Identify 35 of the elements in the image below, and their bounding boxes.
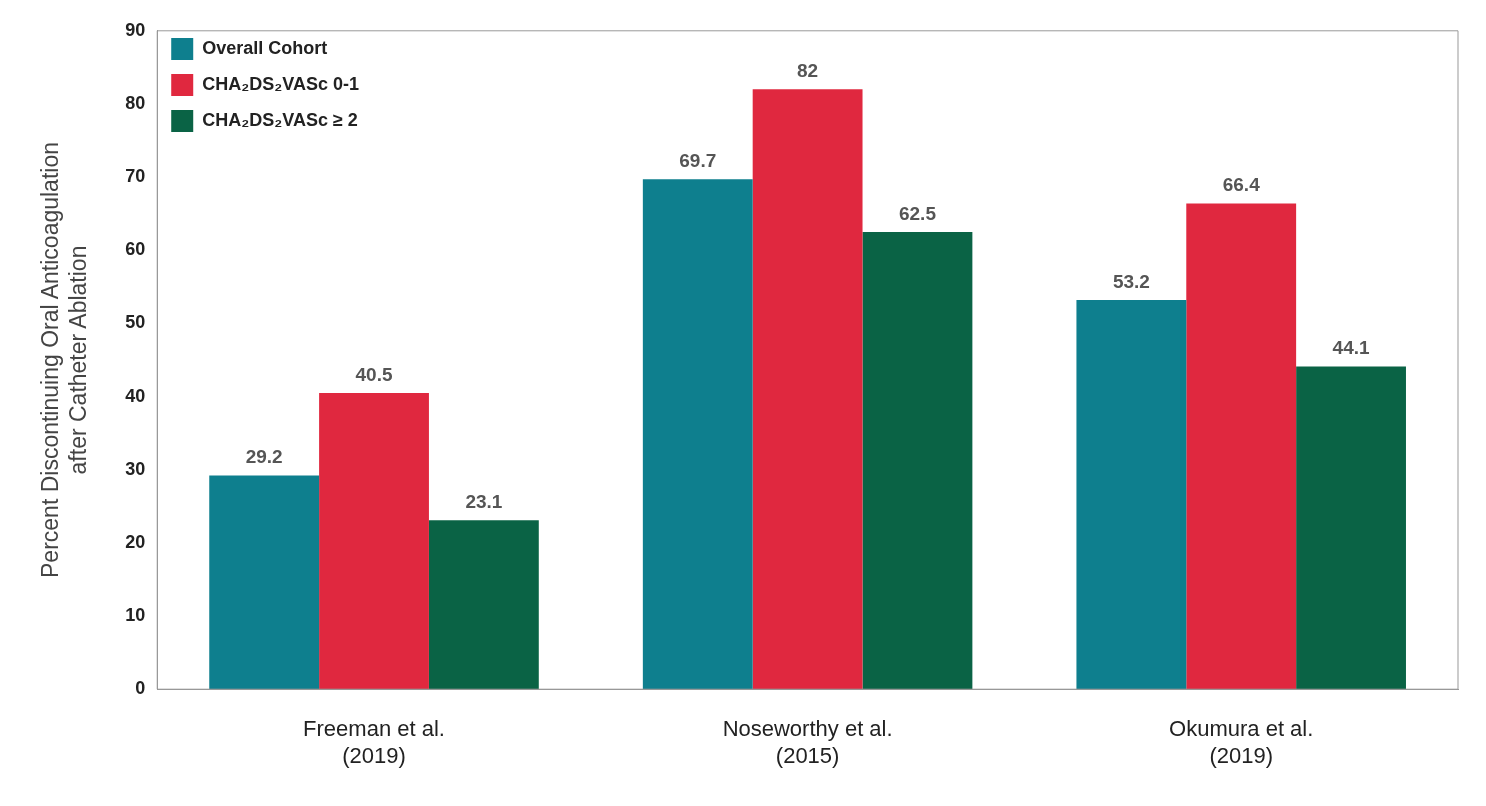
y-tick-label: 40: [125, 385, 146, 406]
y-tick-label: 70: [125, 166, 146, 187]
legend-label: CHA₂DS₂VASc 0-1: [202, 73, 359, 94]
y-tick-label: 20: [125, 531, 146, 552]
data-label: 62.5: [898, 202, 937, 224]
data-label: 29.2: [245, 446, 283, 468]
data-label: 66.4: [1222, 174, 1261, 196]
y-axis-title: Percent Discontinuing Oral Anticoagulation after Catheter Ablation: [37, 142, 91, 578]
y-tick-label: 30: [125, 458, 146, 479]
y-tick-label: 50: [125, 312, 146, 333]
bar: [1296, 366, 1406, 690]
legend-label: CHA₂DS₂VASc ≥ 2: [202, 109, 358, 130]
y-tick-label: 60: [125, 239, 146, 260]
data-label: 23.1: [465, 490, 503, 512]
x-tick-label: Noseworthy et al. (2015): [722, 716, 893, 768]
bar: [1076, 300, 1187, 690]
bar: [209, 475, 320, 690]
bar: [752, 89, 863, 690]
y-tick-label: 0: [135, 678, 146, 699]
y-tick-label: 90: [125, 19, 146, 40]
bar: [862, 231, 973, 690]
bar: [642, 179, 753, 690]
x-tick-label: Okumura et al. (2019): [1169, 716, 1314, 768]
data-label: 44.1: [1332, 337, 1370, 359]
data-label: 69.7: [679, 150, 717, 172]
y-tick-label: 10: [125, 605, 146, 626]
bar: [428, 520, 539, 690]
data-label: 53.2: [1112, 270, 1150, 292]
y-tick-label: 80: [125, 92, 146, 113]
x-tick-label: Freeman et al. (2019): [303, 716, 445, 768]
data-label: 40.5: [355, 363, 393, 385]
bar: [319, 392, 429, 690]
legend-label: Overall Cohort: [202, 37, 328, 58]
data-label: 82: [797, 60, 819, 82]
bar: [1186, 203, 1297, 690]
